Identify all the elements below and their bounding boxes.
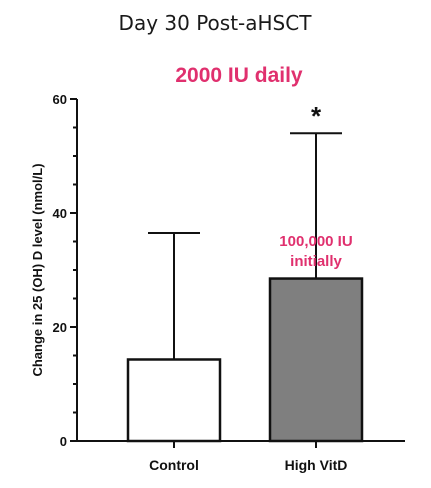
bar-high-vitd [268,277,364,443]
chart-title: Day 30 Post-aHSCT [119,11,313,35]
dose-initial-annotation-line2: initially [290,253,342,270]
y-tick-label: 60 [53,92,67,107]
dose-daily-annotation: 2000 IU daily [175,64,303,87]
y-tick-label: 40 [53,206,67,221]
dose-initial-annotation-line1: 100,000 IU [279,233,352,250]
y-axis-label: Change in 25 (OH) D level (nmol/L) [30,163,45,376]
bar-control [126,358,222,443]
plot-area: 0 20 40 60 Control High VitD * 100,000 IU initia… [53,92,405,473]
significance-asterisk: * [311,101,322,131]
y-tick-label: 0 [60,434,67,449]
y-tick-label: 20 [53,320,67,335]
x-category-label: Control [149,457,199,473]
x-category-label: High VitD [285,457,348,473]
